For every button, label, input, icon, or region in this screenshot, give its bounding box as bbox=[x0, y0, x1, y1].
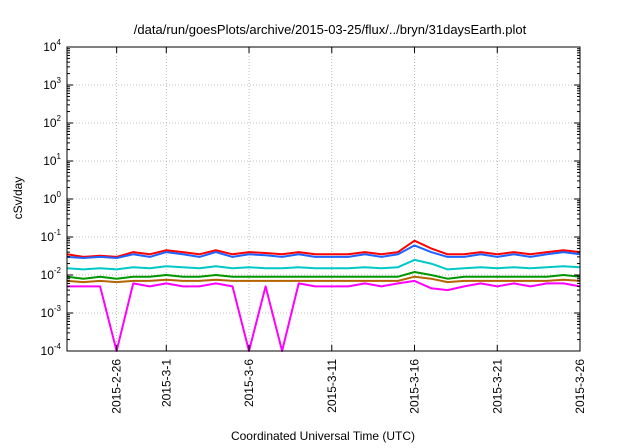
y-tick-label: 102 bbox=[43, 114, 61, 130]
series-line bbox=[66, 275, 581, 284]
x-axis-label: Coordinated Universal Time (UTC) bbox=[231, 429, 415, 443]
y-tick-label: 104 bbox=[43, 38, 61, 54]
x-tick-label: 2015-3-1 bbox=[159, 359, 173, 407]
x-tick-label: 2015-3-16 bbox=[408, 359, 422, 414]
plot-frame bbox=[66, 46, 581, 352]
series-line bbox=[66, 239, 581, 258]
series-line bbox=[67, 279, 581, 352]
ticks bbox=[67, 46, 581, 352]
series-line bbox=[66, 244, 581, 259]
x-tick-label: 2015-3-11 bbox=[325, 359, 339, 413]
y-tick-label: 10-3 bbox=[41, 304, 62, 320]
grid bbox=[67, 47, 580, 351]
y-tick-label: 10-2 bbox=[41, 266, 62, 282]
y-tick-label: 10-4 bbox=[41, 342, 62, 358]
x-tick-label: 2015-3-6 bbox=[242, 359, 256, 407]
x-tick-label: 2015-3-21 bbox=[490, 359, 504, 414]
y-tick-label: 103 bbox=[43, 76, 61, 92]
y-tick-labels: 10-4 10-3 10-2 10-1 100 101 102 103 104 bbox=[41, 38, 62, 358]
x-tick-labels: 2015-2-26 2015-3-1 2015-3-6 2015-3-11 2015-3… bbox=[110, 359, 587, 414]
y-tick-label: 100 bbox=[43, 190, 61, 206]
chart-title: /data/run/goesPlots/archive/2015-03-25/f… bbox=[134, 22, 527, 37]
x-tick-label: 2015-3-26 bbox=[573, 359, 587, 414]
y-tick-label: 10-1 bbox=[41, 228, 62, 244]
series-layer bbox=[66, 239, 581, 352]
x-tick-label: 2015-2-26 bbox=[110, 359, 124, 414]
series-line bbox=[66, 271, 581, 280]
series-line bbox=[66, 258, 581, 271]
y-axis-label: cSv/day bbox=[11, 177, 25, 220]
y-tick-label: 101 bbox=[43, 152, 61, 168]
